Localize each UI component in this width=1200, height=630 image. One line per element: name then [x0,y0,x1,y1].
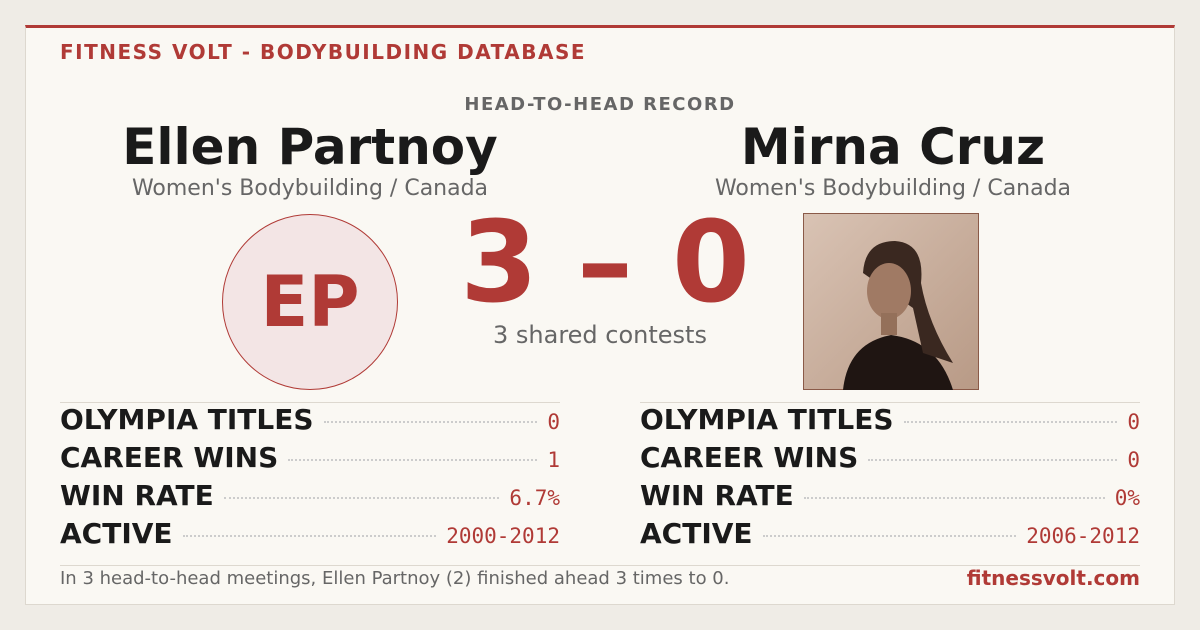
stat-row: WIN RATE 0% [640,479,1140,517]
leader [903,421,1118,423]
athlete-subtitle: Women's Bodybuilding / Canada [714,176,1072,201]
stat-value: 0 [1127,410,1140,434]
stat-value: 6.7% [509,486,560,510]
stat-label: WIN RATE [60,479,214,512]
leader [803,497,1105,499]
athlete-photo [803,213,979,390]
footer-text: In 3 head-to-head meetings, Ellen Partno… [60,568,730,589]
stat-row: OLYMPIA TITLES 0 [640,403,1140,441]
stat-label: OLYMPIA TITLES [60,403,314,436]
leader [762,535,1017,537]
brand: FITNESS VOLT - BODYBUILDING DATABASE [60,40,587,64]
athlete-subtitle: Women's Bodybuilding / Canada [131,176,489,201]
divider [60,565,1140,566]
leader [223,497,500,499]
shared-contests: 3 shared contests [493,321,707,349]
stat-value: 1 [547,448,560,472]
stat-row: OLYMPIA TITLES 0 [60,403,560,441]
leader [288,459,538,461]
stat-label: ACTIVE [60,517,173,550]
section-label: HEAD-TO-HEAD RECORD [464,94,736,115]
athlete-name: Ellen Partnoy [122,118,498,176]
stat-row: WIN RATE 6.7% [60,479,560,517]
stat-value: 0 [547,410,560,434]
leader [182,535,437,537]
stat-label: CAREER WINS [60,441,279,474]
stat-value: 0 [1127,448,1140,472]
stat-value: 0% [1114,486,1140,510]
leader [868,459,1118,461]
initials-avatar: EP [222,214,398,390]
site-link[interactable]: fitnessvolt.com [966,566,1140,590]
stat-label: CAREER WINS [640,441,859,474]
stat-row: ACTIVE 2006-2012 [640,517,1140,555]
stat-row: ACTIVE 2000-2012 [60,517,560,555]
stat-value: 2006-2012 [1026,524,1140,548]
leader [323,421,538,423]
stats-list: OLYMPIA TITLES 0 CAREER WINS 0 WIN RATE 0% ACT… [640,402,1140,555]
score: 3 – 0 [460,198,750,328]
stat-value: 2000-2012 [446,524,560,548]
card [25,25,1175,605]
stat-label: OLYMPIA TITLES [640,403,894,436]
stats-list: OLYMPIA TITLES 0 CAREER WINS 1 WIN RATE 6.7% A… [60,402,560,555]
stat-row: CAREER WINS 1 [60,441,560,479]
stat-label: WIN RATE [640,479,794,512]
athlete-name: Mirna Cruz [740,118,1046,176]
stat-row: CAREER WINS 0 [640,441,1140,479]
stat-label: ACTIVE [640,517,753,550]
